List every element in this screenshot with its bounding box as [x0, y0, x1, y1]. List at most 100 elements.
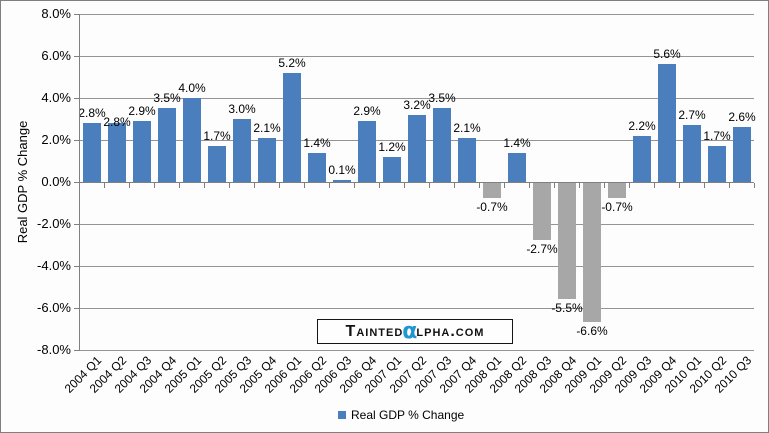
bar: [583, 183, 601, 322]
legend-label: Real GDP % Change: [351, 408, 465, 422]
bar-value-label: 5.2%: [278, 56, 306, 70]
category-tick: [679, 183, 680, 188]
bar-value-label: 2.8%: [78, 106, 106, 120]
category-tick: [179, 183, 180, 188]
bar: [508, 153, 526, 182]
y-axis-tick: [74, 350, 79, 351]
bar: [608, 183, 626, 198]
bar: [258, 138, 276, 182]
category-tick: [279, 183, 280, 188]
y-axis-tick: [74, 266, 79, 267]
bar-value-label: 2.6%: [728, 110, 756, 124]
bar: [408, 115, 426, 182]
category-tick: [554, 183, 555, 188]
y-axis-tick: [74, 182, 79, 183]
category-tick: [529, 183, 530, 188]
watermark-suffix: lpha.com: [416, 322, 485, 340]
bar-value-label: 1.2%: [378, 140, 406, 154]
gridline: [79, 224, 754, 225]
category-tick: [579, 183, 580, 188]
bar-value-label: 3.5%: [153, 91, 181, 105]
y-axis-tick: [74, 14, 79, 15]
gridline: [79, 56, 754, 57]
y-axis-tick-label: -4.0%: [37, 258, 71, 273]
category-tick: [654, 183, 655, 188]
alpha-logo-icon: α: [402, 318, 418, 344]
category-tick: [729, 183, 730, 188]
bar: [133, 121, 151, 182]
y-axis-tick-label: -8.0%: [37, 342, 71, 357]
bar: [333, 180, 351, 182]
bar-value-label: 3.5%: [428, 91, 456, 105]
gridline: [79, 308, 754, 309]
bar: [283, 73, 301, 182]
bar: [708, 146, 726, 182]
bar-value-label: 2.1%: [253, 121, 281, 135]
category-tick: [479, 183, 480, 188]
bar-value-label: 0.1%: [328, 163, 356, 177]
gridline: [79, 350, 754, 351]
gridline: [79, 182, 754, 183]
category-tick: [129, 183, 130, 188]
legend-swatch-icon: [338, 411, 346, 419]
category-tick: [329, 183, 330, 188]
y-axis-tick-label: 8.0%: [41, 6, 71, 21]
bar-value-label: -0.7%: [601, 200, 633, 214]
y-axis-tick: [74, 308, 79, 309]
bar-value-label: 1.4%: [303, 136, 331, 150]
gridline: [79, 14, 754, 15]
watermark-prefix: Tainted: [345, 322, 404, 340]
y-axis-tick-label: -6.0%: [37, 300, 71, 315]
bar: [533, 183, 551, 240]
bar-value-label: 2.8%: [103, 115, 131, 129]
bar: [83, 123, 101, 182]
bar-value-label: -6.6%: [576, 324, 608, 338]
bar: [733, 127, 751, 182]
bar-value-label: -5.5%: [551, 301, 583, 315]
category-tick: [429, 183, 430, 188]
bar: [308, 153, 326, 182]
y-axis-tick-label: 6.0%: [41, 48, 71, 63]
y-axis-tick-label: 2.0%: [41, 132, 71, 147]
category-tick: [629, 183, 630, 188]
bar-value-label: 5.6%: [653, 47, 681, 61]
y-axis-tick-label: 0.0%: [41, 174, 71, 189]
watermark: Tainted α lpha.com: [317, 319, 513, 344]
bar-value-label: 4.0%: [178, 81, 206, 95]
category-tick: [604, 183, 605, 188]
bar-value-label: 3.0%: [228, 102, 256, 116]
bar: [683, 125, 701, 182]
category-tick: [754, 183, 755, 188]
y-axis-tick: [74, 56, 79, 57]
bar-value-label: 1.7%: [203, 129, 231, 143]
y-axis-tick: [74, 98, 79, 99]
bar-value-label: 2.7%: [678, 108, 706, 122]
category-tick: [104, 183, 105, 188]
bar-value-label: -0.7%: [476, 200, 508, 214]
bar: [208, 146, 226, 182]
y-axis-tick: [74, 140, 79, 141]
bar: [558, 183, 576, 299]
gridline: [79, 98, 754, 99]
bar: [658, 64, 676, 182]
bar-value-label: 2.2%: [628, 119, 656, 133]
bar-value-label: -2.7%: [526, 242, 558, 256]
bar: [383, 157, 401, 182]
category-tick: [254, 183, 255, 188]
bar: [233, 119, 251, 182]
y-axis-tick: [74, 224, 79, 225]
bar: [108, 123, 126, 182]
bar: [483, 183, 501, 198]
legend: Real GDP % Change: [338, 408, 464, 422]
bar: [158, 108, 176, 182]
category-tick: [354, 183, 355, 188]
bar-value-label: 1.4%: [503, 136, 531, 150]
bar-value-label: 1.7%: [703, 129, 731, 143]
gridline: [79, 266, 754, 267]
bar-value-label: 2.9%: [353, 104, 381, 118]
category-tick: [304, 183, 305, 188]
category-tick: [404, 183, 405, 188]
category-tick: [379, 183, 380, 188]
bar-value-label: 2.1%: [453, 121, 481, 135]
